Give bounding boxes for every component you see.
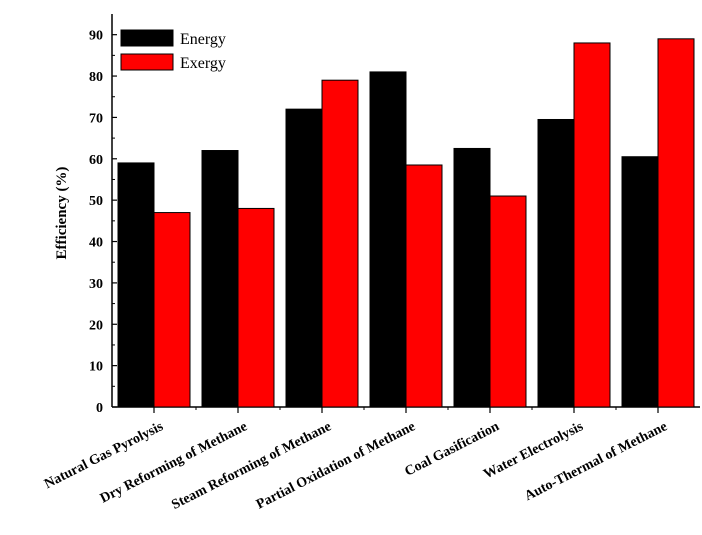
y-tick-label: 10 bbox=[89, 360, 103, 375]
x-category-label: Steam Reforming of Methane bbox=[169, 419, 333, 513]
bar-exergy bbox=[237, 207, 275, 408]
y-tick-label: 80 bbox=[89, 70, 103, 85]
bar-exergy bbox=[573, 42, 611, 408]
y-tick-label: 60 bbox=[89, 153, 103, 168]
y-tick-label: 40 bbox=[89, 236, 103, 251]
bar-exergy bbox=[657, 38, 695, 408]
bar-exergy bbox=[321, 79, 359, 408]
chart-bars bbox=[117, 38, 695, 408]
y-tick-label: 50 bbox=[89, 194, 103, 209]
legend-label-exergy: Exergy bbox=[180, 55, 226, 72]
bar-energy bbox=[201, 150, 239, 408]
bar-energy bbox=[117, 162, 155, 408]
legend-swatch-exergy bbox=[120, 53, 174, 71]
bar-energy bbox=[537, 118, 575, 408]
chart-legend: Energy Exergy bbox=[120, 29, 226, 72]
x-category-label: Auto-Thermal of Methane bbox=[522, 419, 669, 504]
bar-exergy bbox=[489, 195, 527, 408]
bar-exergy bbox=[405, 164, 443, 408]
x-category-label: Dry Reforming of Methane bbox=[98, 419, 250, 506]
bar-exergy bbox=[153, 212, 191, 408]
legend-swatch-energy bbox=[120, 29, 174, 47]
bar-energy bbox=[369, 71, 407, 408]
x-category-label: Partial Oxidation of Methane bbox=[254, 419, 418, 512]
y-tick-label: 0 bbox=[96, 401, 103, 416]
y-tick-label: 90 bbox=[89, 29, 103, 44]
bar-energy bbox=[453, 147, 491, 408]
y-tick-label: 70 bbox=[89, 111, 103, 126]
y-tick-label: 20 bbox=[89, 318, 103, 333]
bar-energy bbox=[621, 156, 659, 408]
y-tick-label: 30 bbox=[89, 277, 103, 292]
y-axis-label: Efficiency (%) bbox=[54, 167, 70, 260]
bar-energy bbox=[285, 108, 323, 408]
legend-label-energy: Energy bbox=[180, 31, 226, 48]
